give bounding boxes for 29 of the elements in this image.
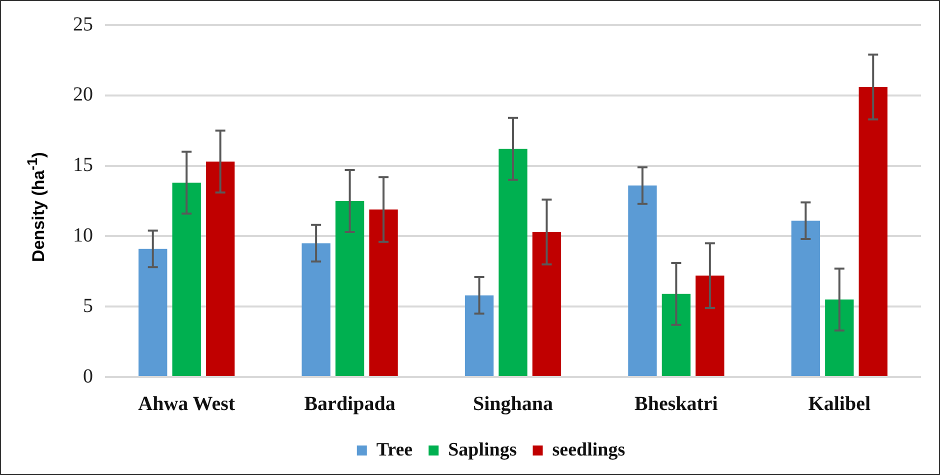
legend-label: Tree [376,439,413,460]
bar [172,182,201,376]
x-tick-label: Ahwa West [138,393,236,416]
bar [464,295,494,376]
bar [791,220,820,376]
legend-label: seedlings [552,439,626,460]
y-tick-label: 25 [73,13,93,36]
bar [858,86,888,376]
bar [335,201,364,376]
bar [662,294,691,376]
bar [628,186,657,376]
legend-label: Saplings [448,439,517,460]
bar [696,276,724,376]
x-tick-label: Bardipada [304,393,396,416]
y-tick-label: 5 [83,294,93,317]
bar [138,248,168,376]
x-tick-label: Bheskatri [634,393,718,416]
y-tick-label: 15 [73,154,93,176]
bar [206,162,235,376]
y-tick-label: 10 [73,224,93,246]
bar [825,300,854,376]
bar [532,232,562,376]
bar [302,243,330,376]
bar [369,209,398,376]
x-tick-label: Singhana [472,393,554,416]
bar [498,148,528,376]
x-tick-label: Kalibel [808,393,871,416]
y-tick-label: 20 [73,84,93,106]
y-tick-label: 0 [83,365,93,388]
